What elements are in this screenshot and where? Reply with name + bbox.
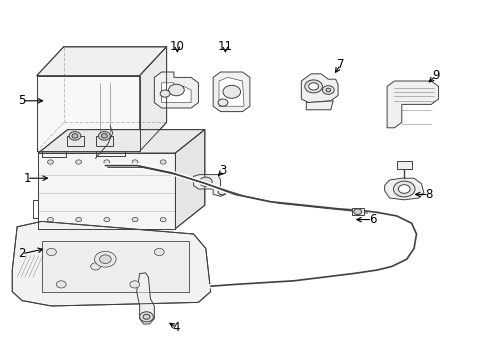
Bar: [397, 161, 412, 169]
Circle shape: [140, 312, 153, 322]
Circle shape: [69, 132, 81, 140]
Bar: [67, 136, 84, 146]
Polygon shape: [219, 77, 244, 106]
Circle shape: [104, 160, 110, 164]
Circle shape: [218, 99, 228, 106]
Text: 3: 3: [219, 165, 227, 177]
Circle shape: [72, 134, 78, 138]
Circle shape: [154, 248, 164, 256]
Polygon shape: [42, 241, 189, 292]
Circle shape: [160, 90, 170, 97]
Polygon shape: [213, 72, 250, 112]
Circle shape: [101, 134, 107, 138]
Circle shape: [48, 217, 53, 222]
Circle shape: [398, 185, 410, 193]
Circle shape: [354, 209, 362, 215]
Text: 2: 2: [18, 247, 26, 260]
Circle shape: [98, 132, 110, 140]
Circle shape: [75, 217, 81, 222]
Circle shape: [132, 160, 138, 164]
Circle shape: [91, 263, 100, 270]
Circle shape: [130, 281, 140, 288]
Circle shape: [169, 84, 184, 96]
Circle shape: [48, 160, 53, 164]
Bar: [352, 208, 364, 215]
Circle shape: [104, 217, 110, 222]
Polygon shape: [137, 273, 154, 324]
Text: 11: 11: [218, 40, 233, 53]
Circle shape: [309, 83, 318, 90]
Circle shape: [56, 281, 66, 288]
Polygon shape: [37, 76, 140, 151]
Circle shape: [322, 86, 334, 94]
Polygon shape: [387, 81, 439, 128]
Circle shape: [75, 160, 81, 164]
Text: 7: 7: [337, 58, 344, 71]
Circle shape: [132, 217, 138, 222]
Polygon shape: [306, 101, 333, 110]
Circle shape: [199, 177, 212, 186]
Text: 4: 4: [172, 321, 180, 334]
Text: 10: 10: [170, 40, 185, 53]
Circle shape: [143, 314, 150, 319]
Circle shape: [326, 88, 331, 92]
Circle shape: [95, 251, 116, 267]
Polygon shape: [301, 74, 338, 103]
Circle shape: [47, 248, 56, 256]
Polygon shape: [162, 83, 191, 103]
Circle shape: [218, 189, 226, 195]
Polygon shape: [175, 130, 205, 229]
Text: 1: 1: [23, 172, 31, 185]
Polygon shape: [154, 72, 198, 108]
Circle shape: [99, 255, 111, 264]
Text: 6: 6: [368, 213, 376, 226]
Polygon shape: [12, 221, 211, 306]
Circle shape: [160, 217, 166, 222]
Circle shape: [223, 85, 241, 98]
Circle shape: [393, 181, 415, 197]
Polygon shape: [38, 153, 175, 229]
Text: 8: 8: [425, 188, 433, 201]
Text: 5: 5: [18, 94, 26, 107]
Circle shape: [160, 160, 166, 164]
Polygon shape: [37, 47, 167, 76]
Text: 9: 9: [432, 69, 440, 82]
Polygon shape: [38, 130, 205, 153]
Bar: [96, 136, 113, 146]
Polygon shape: [194, 175, 225, 196]
Polygon shape: [140, 47, 167, 151]
Circle shape: [305, 80, 322, 93]
Polygon shape: [385, 178, 424, 200]
